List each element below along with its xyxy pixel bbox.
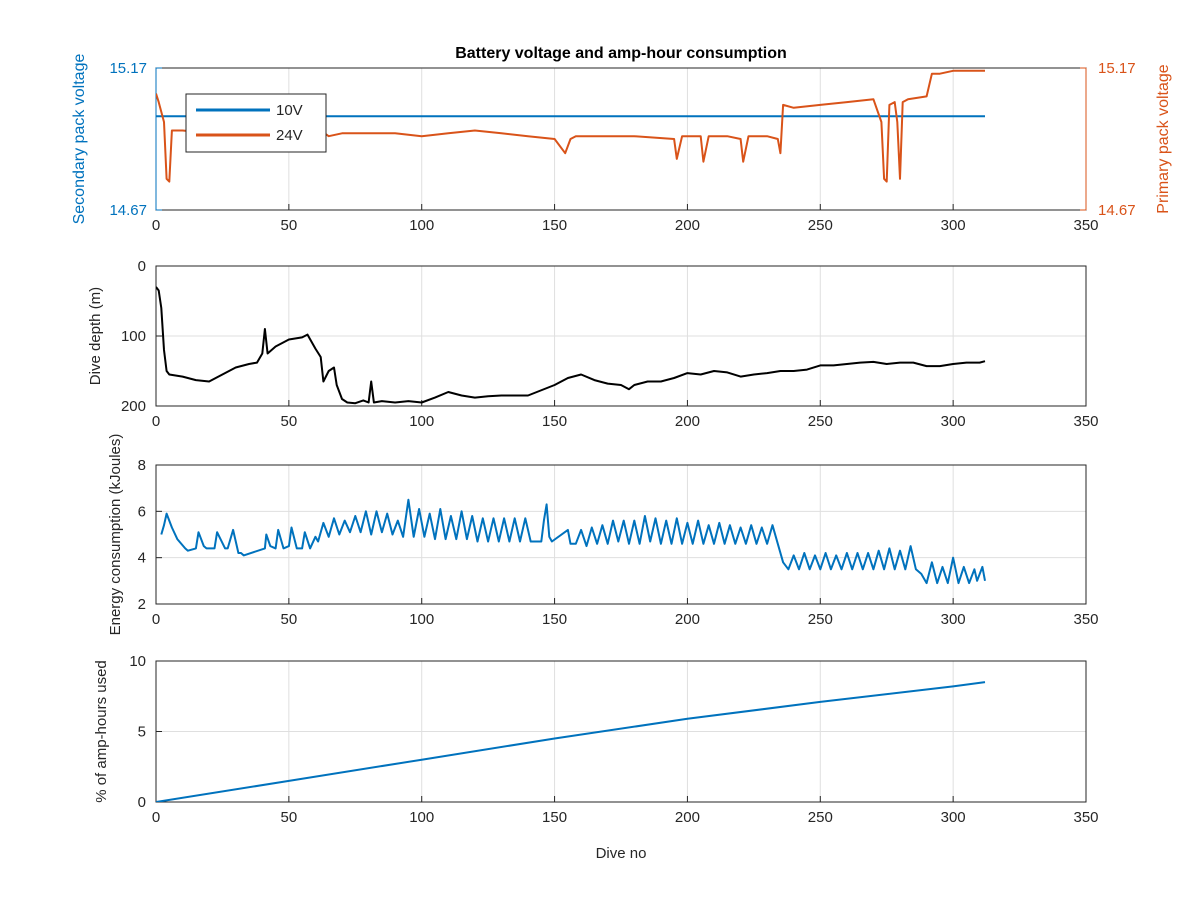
x-tick-label: 350 [1073, 217, 1098, 234]
x-tick-label: 0 [152, 611, 160, 628]
chart-title: Battery voltage and amp-hour consumption [455, 45, 787, 62]
series-line-4-1 [156, 681, 986, 802]
x-tick-label: 250 [808, 809, 833, 826]
y-axis-label-left: Secondary pack voltage [71, 54, 88, 225]
y-tick-label: 5 [138, 724, 146, 741]
x-tick-label: 100 [409, 413, 434, 430]
x-tick-label: 0 [152, 413, 160, 430]
x-tick-label: 100 [409, 611, 434, 628]
x-tick-label: 250 [808, 413, 833, 430]
series-line-3-1 [160, 498, 986, 585]
y-tick-label: 4 [138, 550, 146, 567]
y-tick-label: 2 [138, 596, 146, 613]
x-tick-label: 0 [152, 217, 160, 234]
x-tick-label: 250 [808, 217, 833, 234]
panel-2: 0 50 100 150 200 250 300 350 0 100 200 Dive depth (… [87, 258, 1099, 430]
x-tick-label: 150 [542, 413, 567, 430]
x-tick-label: 150 [542, 809, 567, 826]
x-tick-label: 200 [675, 611, 700, 628]
panel-4: 0 50 100 150 200 250 300 350 0 5 10 % of amp-hours … [93, 653, 1099, 862]
x-tick-label: 50 [281, 611, 298, 628]
x-tick-label: 300 [941, 611, 966, 628]
x-tick-label: 350 [1073, 611, 1098, 628]
y-axis-label: Dive depth (m) [87, 287, 104, 385]
axes-group: 0 50 100 150 200 250 300 35014.6715.1714.6715.1… [71, 54, 1172, 862]
legend-box [185, 93, 327, 153]
y-tick-label: 0 [138, 794, 146, 811]
x-tick-label: 50 [281, 809, 298, 826]
y-axis-label: Energy consumption (kJoules) [107, 434, 124, 636]
y-tick-label: 8 [138, 457, 146, 474]
x-tick-label: 200 [675, 217, 700, 234]
y-axis-label-right: Primary pack voltage [1155, 64, 1172, 213]
x-tick-label: 200 [675, 809, 700, 826]
y-tick-label-left: 14.67 [109, 202, 147, 219]
x-tick-label: 100 [409, 217, 434, 234]
y-tick-label: 6 [138, 503, 146, 520]
legend-label-10v: 10V [276, 102, 303, 119]
y-tick-label: 100 [121, 328, 146, 345]
x-tick-label: 300 [941, 217, 966, 234]
axes-box [155, 464, 1087, 605]
panel-1: 0 50 100 150 200 250 300 35014.6715.1714.6715.1… [71, 54, 1172, 234]
y-tick-label: 200 [121, 398, 146, 415]
y-tick-label-right: 14.67 [1098, 202, 1136, 219]
x-tick-label: 0 [152, 809, 160, 826]
x-tick-label: 200 [675, 413, 700, 430]
x-tick-label: 150 [542, 611, 567, 628]
x-tick-label: 100 [409, 809, 434, 826]
x-tick-label: 250 [808, 611, 833, 628]
x-tick-label: 150 [542, 217, 567, 234]
x-tick-label: 50 [281, 217, 298, 234]
x-axis-label: Dive no [596, 845, 647, 862]
series-line-2-1 [156, 286, 986, 405]
x-tick-label: 300 [941, 413, 966, 430]
panel-3: 0 50 100 150 200 250 300 350 2 4 6 8 Energy consumpt… [107, 434, 1099, 636]
x-tick-label: 300 [941, 809, 966, 826]
y-axis-label: % of amp-hours used [93, 660, 110, 803]
legend-label-24v: 24V [276, 127, 303, 144]
x-tick-label: 350 [1073, 413, 1098, 430]
x-tick-label: 350 [1073, 809, 1098, 826]
y-tick-label: 0 [138, 258, 146, 275]
x-tick-label: 50 [281, 413, 298, 430]
y-tick-label-left: 15.17 [109, 60, 147, 77]
y-tick-label-right: 15.17 [1098, 60, 1136, 77]
y-tick-label: 10 [129, 653, 146, 670]
